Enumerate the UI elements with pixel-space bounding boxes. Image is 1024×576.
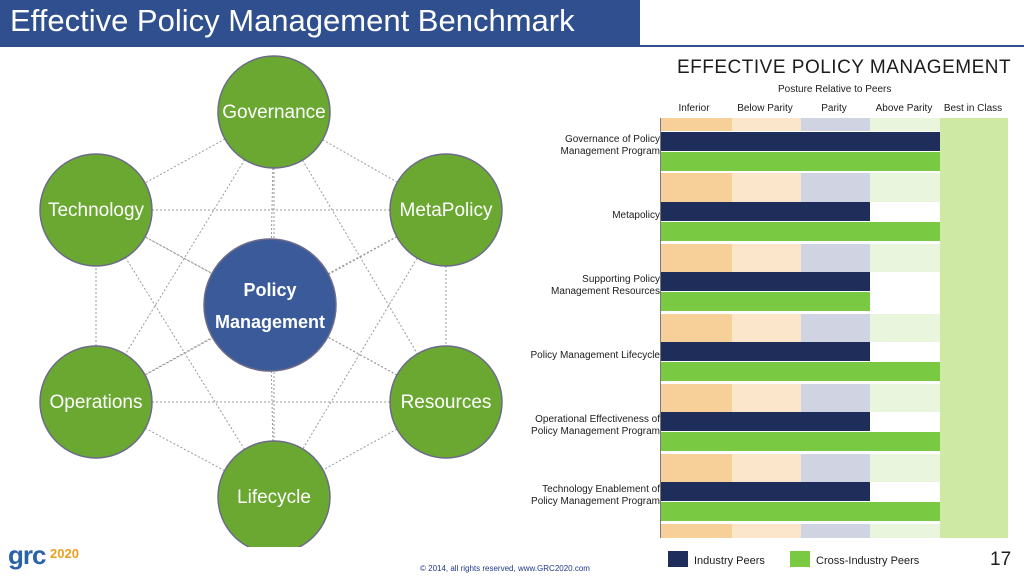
band-below-parity <box>732 173 801 202</box>
level-header: Inferior <box>678 103 710 114</box>
legend-label: Industry Peers <box>694 555 765 567</box>
slide-title: Effective Policy Management Benchmark <box>10 3 575 38</box>
band-parity <box>801 244 870 272</box>
band-parity <box>801 173 870 202</box>
node-label: Operations <box>50 392 143 413</box>
node-policy-management <box>203 238 337 372</box>
band-inferior <box>661 454 732 482</box>
grc-logo: grc <box>8 540 46 570</box>
level-header: Below Parity <box>737 103 793 114</box>
category-label: Governance of Policy Management Program <box>561 134 661 158</box>
category-label-line: Governance of Policy <box>564 134 660 145</box>
category-label: Policy Management Lifecycle <box>530 350 660 362</box>
y-axis-line <box>660 118 661 538</box>
node-label: MetaPolicy <box>400 200 493 221</box>
grc-logo-2020: 2020 <box>50 546 79 561</box>
category-label: Supporting Policy Management Resources <box>551 274 660 298</box>
connector-line <box>95 209 447 403</box>
band-above-parity <box>870 454 940 482</box>
node-resources <box>389 345 503 459</box>
band-below-parity <box>732 524 801 538</box>
node-metapolicy <box>389 153 503 267</box>
band-above-parity <box>870 118 940 131</box>
category-label: Operational Effectiveness of Policy Manag… <box>531 414 660 438</box>
copyright-notice: © 2014, all rights reserved, www.GRC2020… <box>420 564 590 573</box>
band-above-parity <box>870 244 940 272</box>
level-header: Above Parity <box>875 103 933 114</box>
band-inferior <box>661 244 732 272</box>
node-technology <box>39 153 153 267</box>
band-below-parity <box>732 454 801 482</box>
bar-industry-peers <box>661 202 870 221</box>
category-label-line: Metapolicy <box>612 210 660 221</box>
chart-title: EFFECTIVE POLICY MANAGEMENT <box>677 57 1012 78</box>
band-parity <box>801 384 870 412</box>
center-label: Management <box>215 312 325 332</box>
bar-cross-industry-peers <box>661 502 940 521</box>
band-parity <box>801 118 870 131</box>
band-below-parity <box>732 314 801 342</box>
band-parity <box>801 454 870 482</box>
category-label: Metapolicy <box>612 210 660 222</box>
bar-industry-peers <box>661 132 940 151</box>
band-parity <box>801 314 870 342</box>
page-number: 17 <box>990 549 1012 570</box>
band-above-parity <box>870 524 940 538</box>
node-label: Governance <box>222 102 326 123</box>
band-above-parity <box>870 173 940 202</box>
category-label-line: Policy Management Lifecycle <box>530 350 660 361</box>
node-label: Lifecycle <box>237 487 311 508</box>
node-label: Technology <box>48 200 145 221</box>
node-operations <box>39 345 153 459</box>
band-inferior <box>661 173 732 202</box>
category-label-line: Management Program <box>560 146 661 157</box>
legend-label: Cross-Industry Peers <box>816 555 920 567</box>
band-above-parity <box>870 384 940 412</box>
center-label: Policy <box>243 280 296 300</box>
policy-diagram: Governance MetaPolicy Resources Lifecycle Op… <box>39 55 503 547</box>
band-below-parity <box>732 118 801 131</box>
legend-swatch <box>790 551 810 567</box>
band-inferior <box>661 314 732 342</box>
node-lifecycle <box>217 440 331 547</box>
legend-swatch <box>668 551 688 567</box>
category-label-line: Policy Management Program <box>531 426 660 437</box>
posture-axis-label: Posture Relative to Peers <box>778 84 892 95</box>
bar-industry-peers <box>661 342 870 361</box>
level-header: Parity <box>821 103 847 114</box>
category-label-line: Operational Effectiveness of <box>535 414 660 425</box>
category-label-line: Supporting Policy <box>582 274 660 285</box>
band-inferior <box>661 118 732 131</box>
node-label: Resources <box>401 392 492 413</box>
band-above-parity <box>870 314 940 342</box>
connector-line <box>95 209 447 403</box>
band-below-parity <box>732 384 801 412</box>
band-inferior <box>661 384 732 412</box>
bar-industry-peers <box>661 272 870 291</box>
category-label-line: Technology Enablement of <box>542 484 660 495</box>
bar-industry-peers <box>661 482 870 501</box>
bar-cross-industry-peers <box>661 362 940 381</box>
category-label: Technology Enablement of Policy Managemen… <box>531 484 660 508</box>
bar-cross-industry-peers <box>661 152 940 171</box>
category-label-line: Policy Management Program <box>531 496 660 507</box>
node-governance <box>217 55 331 169</box>
bar-industry-peers <box>661 412 870 431</box>
band-below-parity <box>732 244 801 272</box>
band-inferior <box>661 524 732 538</box>
bar-cross-industry-peers <box>661 222 940 241</box>
title-rule <box>0 45 1024 47</box>
band-parity <box>801 524 870 538</box>
level-header: Best in Class <box>943 103 1003 114</box>
category-label-line: Management Resources <box>551 286 660 297</box>
bar-cross-industry-peers <box>661 432 940 451</box>
bar-cross-industry-peers <box>661 292 870 311</box>
band-best-in-class <box>940 118 1008 538</box>
title-bar: Effective Policy Management Benchmark <box>0 0 640 45</box>
